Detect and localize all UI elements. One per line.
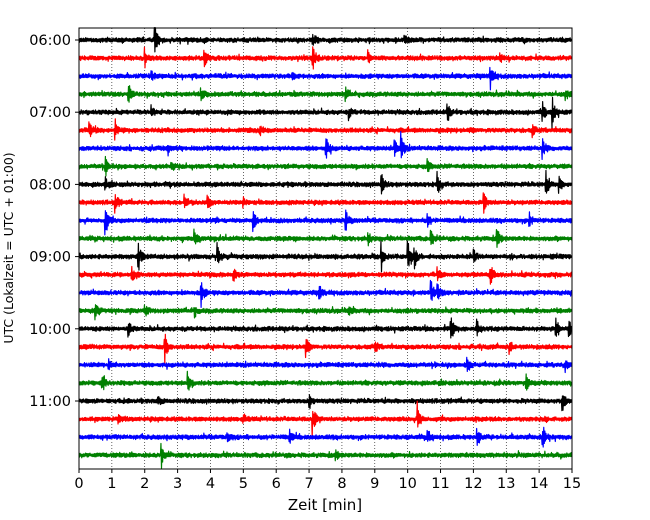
y-tick-label: 06:00 <box>29 33 71 49</box>
trace-0715 <box>78 118 573 141</box>
y-tick-label: 10:00 <box>29 322 71 338</box>
trace-0700 <box>78 96 573 129</box>
trace-0615 <box>78 46 573 70</box>
x-tick-label: 13 <box>497 476 515 492</box>
trace-1115 <box>78 400 573 439</box>
x-tick-label: 9 <box>370 476 379 492</box>
y-tick-label: 07:00 <box>29 105 71 121</box>
trace-0730 <box>78 131 573 161</box>
x-tick-label: 6 <box>272 476 281 492</box>
y-axis-ticks: 06:00 07:00 08:00 09:00 10:00 11:00 <box>29 33 79 410</box>
x-tick-label: 4 <box>206 476 215 492</box>
x-tick-label: 3 <box>173 476 182 492</box>
trace-0830 <box>78 209 573 236</box>
y-axis-title: UTC (Lokalzeit = UTC + 01:00) <box>1 152 16 343</box>
trace-1100 <box>78 394 573 412</box>
trace-0930 <box>78 279 573 308</box>
trace-1130 <box>78 426 573 448</box>
trace-0945 <box>78 304 573 321</box>
trace-0645 <box>78 85 573 103</box>
trace-1030 <box>78 356 573 374</box>
plot-frame <box>78 27 573 470</box>
plot-background <box>79 28 572 469</box>
x-tick-label: 12 <box>464 476 482 492</box>
trace-0630 <box>78 66 573 91</box>
trace-1015 <box>78 333 573 365</box>
x-tick-label: 14 <box>530 476 548 492</box>
x-tick-label: 10 <box>398 476 416 492</box>
y-tick-label: 09:00 <box>29 250 71 266</box>
x-axis-ticks: 0 1 2 3 4 5 6 7 8 9 10 11 12 13 14 15 <box>74 469 581 492</box>
x-tick-label: 5 <box>239 476 248 492</box>
x-tick-label: 0 <box>74 476 83 492</box>
trace-1000 <box>78 317 573 339</box>
trace-1045 <box>78 370 573 391</box>
trace-0845 <box>78 228 573 248</box>
x-tick-label: 1 <box>107 476 116 492</box>
y-tick-label: 11:00 <box>29 394 71 410</box>
trace-0815 <box>78 192 573 214</box>
trace-0600 <box>78 26 573 53</box>
x-tick-label: 2 <box>140 476 149 492</box>
trace-1145 <box>78 442 573 469</box>
x-tick-label: 7 <box>304 476 313 492</box>
seismogram-traces <box>78 26 573 469</box>
x-tick-label: 15 <box>563 476 581 492</box>
x-axis-title: Zeit [min] <box>288 496 362 514</box>
trace-0915 <box>78 265 573 285</box>
x-tick-label: 8 <box>337 476 346 492</box>
trace-0745 <box>78 155 573 177</box>
trace-0900 <box>78 240 573 273</box>
trace-0800 <box>78 169 573 195</box>
y-tick-label: 08:00 <box>29 177 71 193</box>
x-tick-label: 11 <box>431 476 449 492</box>
